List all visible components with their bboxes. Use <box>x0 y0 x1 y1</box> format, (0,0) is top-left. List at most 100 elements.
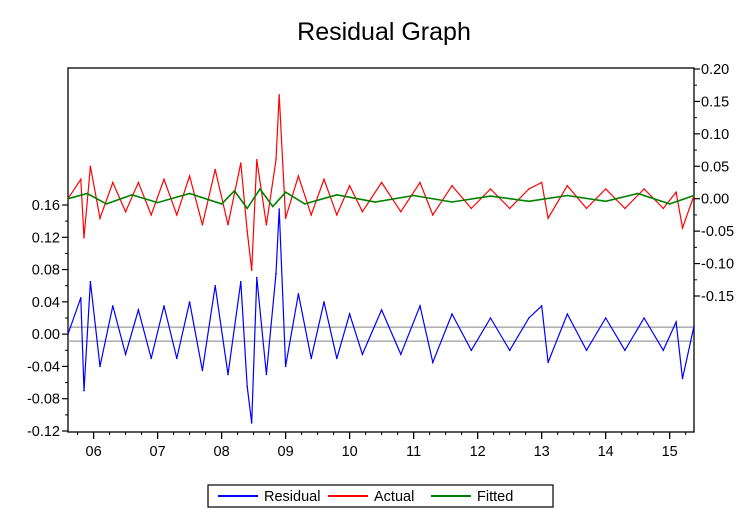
data-point-fitted-21 <box>636 192 639 195</box>
right-axis-tick-label-7: -0.15 <box>701 289 734 305</box>
data-point-actual-35 <box>489 188 492 190</box>
data-point-residual-9 <box>163 305 165 307</box>
data-point-actual-38 <box>540 181 543 184</box>
data-point-residual-45 <box>662 349 665 352</box>
data-point-actual-4 <box>99 217 101 219</box>
x-axis-tick-label-6: 12 <box>470 444 486 460</box>
data-point-actual-44 <box>643 188 645 190</box>
data-point-actual-18 <box>255 159 258 161</box>
data-point-residual-23 <box>297 293 300 295</box>
right-axis-tick-label-0: 0.20 <box>701 62 729 78</box>
data-point-fitted-22 <box>668 203 671 205</box>
data-point-actual-28 <box>361 210 364 213</box>
data-point-fitted-5 <box>188 192 191 195</box>
data-point-residual-13 <box>214 284 216 287</box>
data-point-residual-11 <box>188 301 191 303</box>
legend-label-fitted: Fitted <box>477 489 513 505</box>
x-axis-tick-label-1: 07 <box>150 444 166 460</box>
data-point-residual-42 <box>604 317 607 319</box>
series-actual <box>67 94 695 271</box>
data-point-actual-16 <box>246 230 248 232</box>
data-point-residual-2 <box>83 389 85 392</box>
left-axis-tick-label-2: 0.08 <box>32 263 60 279</box>
x-axis-tick-label-2: 08 <box>214 444 230 460</box>
data-point-actual-42 <box>604 188 607 190</box>
data-point-fitted-15 <box>412 194 415 197</box>
data-point-residual-21 <box>278 208 281 210</box>
data-point-residual-28 <box>361 353 364 356</box>
data-point-residual-35 <box>489 317 492 319</box>
data-point-residual-33 <box>451 313 453 315</box>
data-point-actual-22 <box>284 217 287 219</box>
data-point-actual-8 <box>150 214 152 216</box>
data-point-actual-13 <box>214 168 216 171</box>
data-point-residual-14 <box>227 373 229 376</box>
data-point-residual-15 <box>240 280 242 283</box>
data-point-actual-19 <box>265 223 268 226</box>
data-point-fitted-6 <box>220 203 223 205</box>
data-point-residual-18 <box>255 276 258 279</box>
data-point-fitted-3 <box>131 194 133 196</box>
series-line-fitted <box>67 187 695 210</box>
data-point-residual-27 <box>348 313 351 315</box>
data-point-residual-10 <box>176 357 178 360</box>
data-point-residual-3 <box>89 280 92 283</box>
x-axis-tick-label-4: 10 <box>342 444 358 460</box>
legend-box <box>207 484 554 508</box>
data-point-actual-27 <box>348 184 351 187</box>
data-point-fitted-18 <box>528 200 530 203</box>
data-point-residual-17 <box>250 422 253 424</box>
right-axis-tick-label-4: 0.00 <box>701 192 729 208</box>
data-point-actual-15 <box>240 162 242 164</box>
data-point-residual-22 <box>284 365 287 368</box>
data-point-residual-7 <box>137 309 140 311</box>
x-axis-tick-label-7: 13 <box>534 444 550 460</box>
data-point-residual-8 <box>150 357 152 360</box>
right-axis-tick-label-3: 0.05 <box>701 159 729 175</box>
data-point-residual-29 <box>380 309 383 311</box>
data-point-residual-44 <box>643 317 645 319</box>
data-point-actual-3 <box>89 165 92 168</box>
data-point-residual-24 <box>310 357 313 360</box>
left-axis-tick-label-7: -0.12 <box>27 424 60 440</box>
data-point-actual-26 <box>336 214 338 216</box>
data-point-fitted-1 <box>86 192 88 195</box>
data-point-fitted-13 <box>336 194 338 196</box>
left-axis-tick-label-4: 0.00 <box>32 327 60 343</box>
legend: Residual Actual Fitted <box>207 484 554 508</box>
data-point-actual-14 <box>227 223 229 226</box>
data-point-actual-5 <box>112 181 114 184</box>
data-point-residual-5 <box>112 305 114 307</box>
axes-layer: 0.16 0.12 0.08 0.04 0.00 -0.04 -0.08 -0.12 0.20 0… <box>27 62 734 460</box>
data-point-fitted-19 <box>566 194 569 197</box>
data-point-actual-1 <box>80 178 82 181</box>
data-point-actual-21 <box>278 94 281 96</box>
legend-items: Residual Actual Fitted <box>218 489 513 505</box>
data-point-actual-34 <box>470 207 473 210</box>
data-point-fitted-20 <box>604 200 607 203</box>
data-point-actual-31 <box>419 181 421 184</box>
data-point-actual-11 <box>188 175 191 177</box>
x-axis-tick-label-3: 09 <box>278 444 294 460</box>
data-point-residual-31 <box>419 305 421 307</box>
right-axis-tick-label-5: -0.05 <box>701 224 734 240</box>
right-axis-tick-label-1: 0.15 <box>701 94 729 110</box>
data-point-fitted-0 <box>67 197 69 200</box>
data-point-residual-1 <box>80 297 82 299</box>
data-point-residual-32 <box>432 361 434 364</box>
data-point-residual-26 <box>336 357 338 360</box>
data-point-actual-24 <box>310 214 313 216</box>
left-axis-tick-label-5: -0.04 <box>27 359 60 375</box>
data-point-actual-43 <box>624 207 626 210</box>
right-axis-tick-label-2: 0.10 <box>701 127 729 143</box>
data-point-actual-32 <box>432 214 434 216</box>
data-point-actual-25 <box>323 178 325 181</box>
data-point-actual-17 <box>250 269 253 271</box>
plot-frame <box>67 67 695 433</box>
data-point-actual-39 <box>547 217 549 219</box>
data-point-residual-34 <box>470 349 473 352</box>
data-point-residual-48 <box>693 325 695 327</box>
left-axis-tick-label-0: 0.16 <box>32 198 60 214</box>
data-point-residual-38 <box>540 305 543 307</box>
right-axis-tick-label-6: -0.10 <box>701 257 734 273</box>
